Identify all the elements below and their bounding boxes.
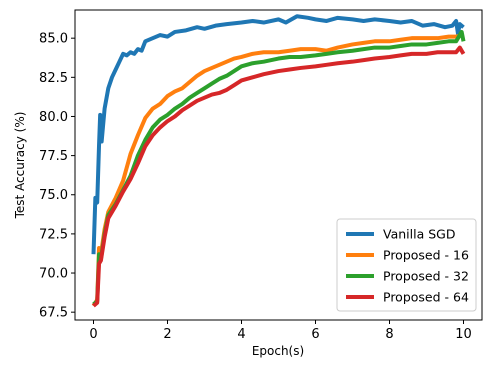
y-axis: 67.5 70.0 72.5 75.0 77.5 80.0 82.5 85.0 — [39, 32, 75, 321]
y-tick-label: 80.0 — [39, 110, 68, 125]
x-axis: 0 2 4 6 8 10 — [89, 320, 472, 342]
series-line-4 — [92, 45, 466, 308]
legend-label-3: Proposed - 32 — [383, 269, 469, 284]
lines-layer — [91, 14, 466, 308]
legend-box — [336, 218, 477, 312]
y-tick-label: 70.0 — [39, 267, 68, 282]
y-axis-title: Test Accuracy (%) — [13, 112, 27, 220]
x-tick-label: 0 — [89, 327, 97, 342]
y-tick-label: 67.5 — [39, 306, 68, 321]
x-tick-label: 10 — [455, 327, 472, 342]
legend-label-2: Proposed - 16 — [383, 248, 469, 263]
x-tick-label: 6 — [311, 327, 319, 342]
y-tick-label: 82.5 — [39, 71, 68, 86]
series-line-2 — [91, 33, 464, 307]
y-tick-label: 75.0 — [39, 188, 68, 203]
legend-label-1: Vanilla SGD — [383, 227, 455, 242]
x-axis-title: Epoch(s) — [252, 344, 304, 358]
y-tick-label: 85.0 — [39, 32, 68, 47]
y-tick-label: 72.5 — [39, 227, 68, 242]
legend-label-4: Proposed - 64 — [383, 290, 469, 305]
legend: Vanilla SGD Proposed - 16 Proposed - 32 Pro… — [336, 218, 477, 312]
y-tick-label: 77.5 — [39, 149, 68, 164]
x-tick-label: 8 — [385, 327, 393, 342]
x-tick-label: 4 — [237, 327, 245, 342]
plot-frame — [74, 9, 483, 321]
x-tick-label: 2 — [163, 327, 171, 342]
series-line-1 — [91, 14, 465, 255]
